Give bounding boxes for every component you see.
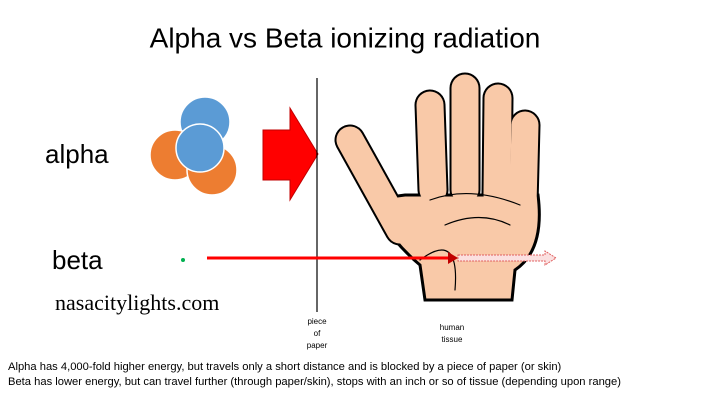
paper-label: paper xyxy=(307,341,328,350)
hand xyxy=(334,72,541,302)
beta-arrowhead xyxy=(448,252,458,264)
proton xyxy=(175,123,225,173)
note: Beta has lower energy, but can travel fu… xyxy=(8,376,621,388)
alpha-particle xyxy=(149,96,238,196)
alpha-label: alpha xyxy=(45,139,109,169)
tissue-label: human xyxy=(440,323,464,332)
beta-particle xyxy=(181,258,185,262)
paper-label: piece xyxy=(307,317,327,326)
title: Alpha vs Beta ionizing radiation xyxy=(150,22,541,53)
alpha-arrow xyxy=(262,106,319,202)
beta-tissue-arrow xyxy=(457,250,557,266)
note: Alpha has 4,000-fold higher energy, but … xyxy=(8,361,562,373)
beta-label: beta xyxy=(52,245,103,275)
paper-label: of xyxy=(314,329,321,338)
watermark: nasacitylights.com xyxy=(55,290,219,315)
tissue-label: tissue xyxy=(442,335,463,344)
